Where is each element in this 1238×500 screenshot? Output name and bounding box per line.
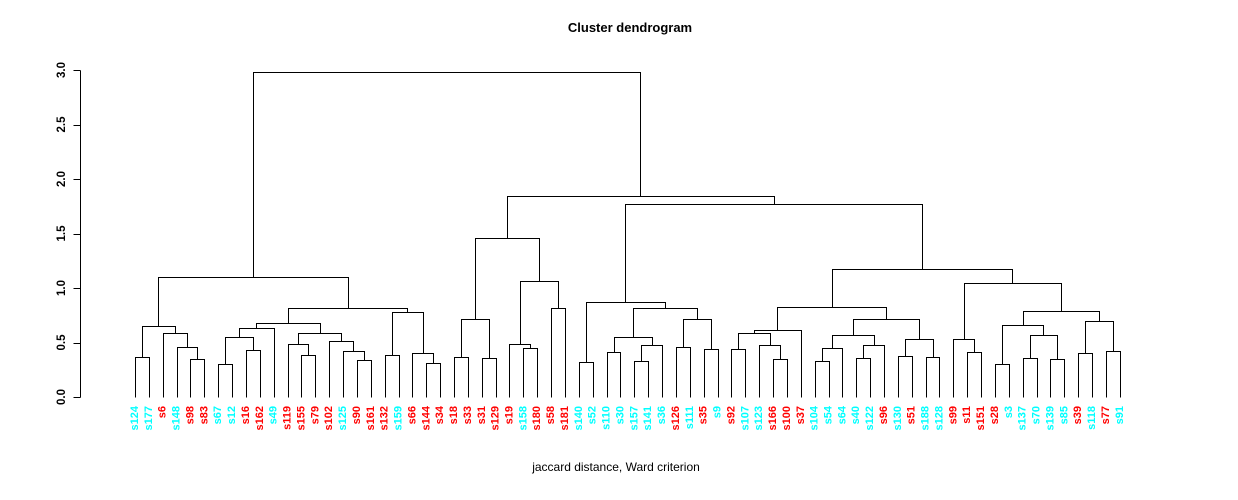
- y-tick-label: 2.0: [56, 171, 68, 187]
- leaf-label: s110: [601, 406, 613, 430]
- leaf-label: s70: [1031, 406, 1043, 424]
- leaf-label: s9: [712, 406, 724, 418]
- leaf-label: s151: [975, 406, 987, 430]
- leaf-label: s124: [129, 405, 141, 430]
- leaf-label: s130: [892, 406, 904, 430]
- leaf-label: s137: [1017, 406, 1029, 430]
- leaf-label: s83: [198, 406, 210, 424]
- leaf-label: s181: [559, 406, 571, 430]
- leaf-label: s104: [809, 405, 821, 430]
- leaf-label: s144: [420, 405, 432, 430]
- leaf-label: s158: [517, 406, 529, 430]
- leaf-label: s96: [878, 406, 890, 424]
- leaf-label: s148: [171, 406, 183, 430]
- leaf-label: s180: [531, 406, 543, 430]
- leaf-label: s11: [961, 406, 973, 424]
- y-tick-label: 1.0: [56, 280, 68, 296]
- leaf-label: s99: [947, 406, 959, 424]
- leaf-label: s125: [337, 406, 349, 430]
- leaf-label: s162: [254, 406, 266, 430]
- leaf-label: s12: [226, 406, 238, 424]
- dendrogram-lines: [135, 72, 1121, 398]
- leaf-label: s51: [906, 406, 918, 424]
- leaf-label: s139: [1044, 406, 1056, 430]
- leaf-label: s107: [739, 406, 751, 430]
- leaf-label: s159: [393, 406, 405, 430]
- leaf-label: s19: [503, 406, 515, 424]
- leaf-label: s118: [1086, 406, 1098, 430]
- leaf-label: s31: [476, 406, 488, 424]
- leaf-label: s37: [795, 406, 807, 424]
- leaf-label: s33: [462, 406, 474, 424]
- y-tick-label: 3.0: [56, 62, 68, 78]
- leaf-label: s18: [448, 406, 460, 424]
- leaf-label: s132: [379, 406, 391, 430]
- leaf-label: s79: [309, 406, 321, 424]
- leaf-label: s66: [406, 406, 418, 424]
- leaf-label: s140: [573, 406, 585, 430]
- leaf-label: s40: [850, 406, 862, 424]
- leaf-label: s161: [365, 406, 377, 430]
- leaf-label: s155: [295, 406, 307, 430]
- leaf-label: s91: [1114, 406, 1126, 424]
- leaf-label: s39: [1072, 406, 1084, 424]
- leaf-label: s119: [282, 406, 294, 430]
- leaf-label: s102: [323, 406, 335, 430]
- leaf-label: s64: [836, 405, 848, 424]
- y-tick-label: 0.0: [56, 389, 68, 405]
- chart-title: Cluster dendrogram: [567, 20, 693, 35]
- leaf-label: s177: [143, 406, 155, 430]
- leaf-label: s122: [864, 406, 876, 430]
- leaf-label: s35: [698, 406, 710, 424]
- leaf-label: s58: [545, 406, 557, 424]
- leaf-label: s129: [490, 406, 502, 430]
- leaf-label: s54: [823, 405, 835, 424]
- y-tick-label: 0.5: [56, 334, 68, 351]
- leaf-label: s98: [184, 406, 196, 424]
- y-tick-label: 2.5: [56, 116, 68, 133]
- leaf-label: s30: [614, 406, 626, 424]
- leaf-label: s6: [157, 406, 169, 418]
- chart-xlabel: jaccard distance, Ward criterion: [532, 460, 700, 474]
- leaf-label: s49: [268, 406, 280, 424]
- leaf-label: s52: [587, 406, 599, 424]
- y-tick-label: 1.5: [56, 225, 68, 242]
- leaf-label: s166: [767, 406, 779, 430]
- leaf-label: s123: [753, 406, 765, 430]
- leaf-label: s100: [781, 406, 793, 430]
- leaf-label: s90: [351, 406, 363, 424]
- leaf-label: s67: [212, 406, 224, 424]
- leaf-label: s126: [670, 406, 682, 430]
- leaf-label: s128: [933, 406, 945, 430]
- leaf-label: s85: [1058, 406, 1070, 424]
- leaf-label: s36: [656, 406, 668, 424]
- leaf-label: s157: [628, 406, 640, 430]
- leaf-label: s16: [240, 406, 252, 424]
- leaf-label: s3: [1003, 406, 1015, 418]
- leaf-label: s77: [1100, 406, 1112, 424]
- leaf-label: s111: [684, 406, 696, 429]
- leaf-label: s188: [920, 406, 932, 430]
- leaf-label: s141: [642, 406, 654, 430]
- leaf-label: s28: [989, 406, 1001, 424]
- leaf-label: s34: [434, 405, 446, 424]
- leaf-label: s92: [725, 406, 737, 424]
